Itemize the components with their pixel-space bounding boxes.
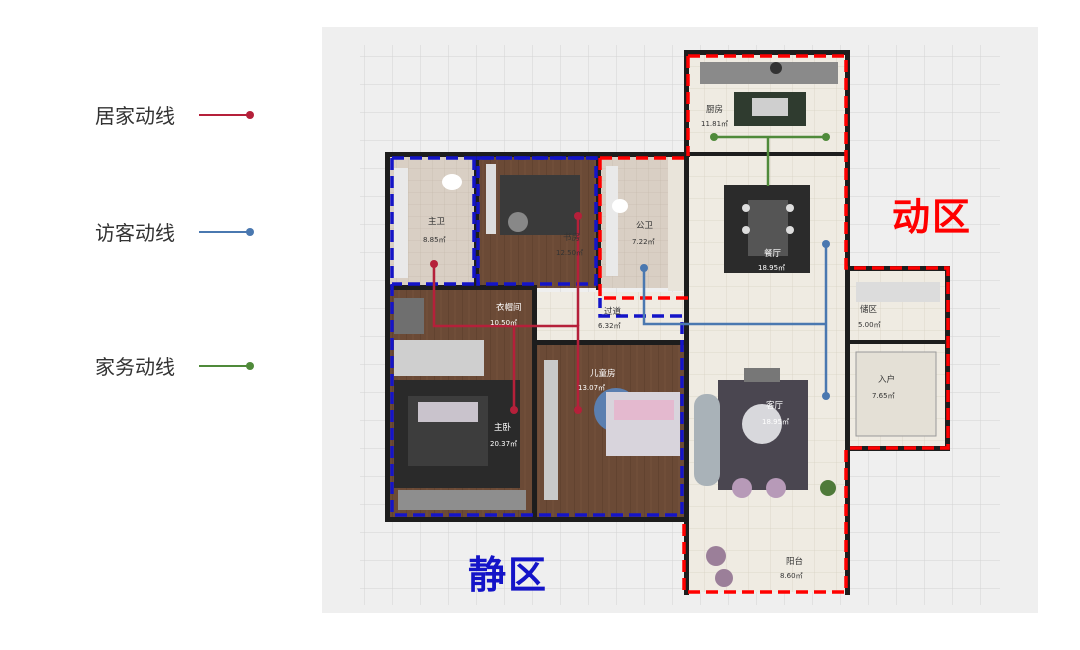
dining-table bbox=[748, 200, 788, 256]
room-area-kitchen: 11.81㎡ bbox=[701, 120, 728, 128]
wardrobe bbox=[394, 298, 424, 334]
legend-line-chores bbox=[199, 361, 254, 370]
wall bbox=[845, 50, 850, 522]
legend-item-home-route: 居家动线 bbox=[95, 100, 254, 129]
bookshelf bbox=[486, 164, 496, 234]
room-area-storage: 5.00㎡ bbox=[858, 321, 881, 329]
armchair bbox=[766, 478, 786, 498]
room-area-study: 12.50㎡ bbox=[556, 249, 583, 257]
route-dot bbox=[822, 240, 830, 248]
room-label-storage: 储区 bbox=[860, 304, 878, 315]
balcony-chair bbox=[715, 569, 733, 587]
dynamic-zone-outline bbox=[598, 54, 950, 594]
room-area-master-bath: 8.85㎡ bbox=[423, 236, 446, 244]
zone-outlines bbox=[390, 54, 950, 594]
bedroom-bench bbox=[398, 490, 526, 510]
kids-wardrobe bbox=[544, 360, 558, 500]
wall bbox=[536, 340, 686, 345]
wall bbox=[385, 152, 690, 157]
legend-item-visitor-route: 访客动线 bbox=[95, 217, 254, 246]
room-area-guest-bath: 7.22㎡ bbox=[632, 238, 655, 246]
sofa bbox=[694, 394, 720, 486]
wall bbox=[684, 152, 689, 522]
legend-line-visitor bbox=[199, 227, 254, 236]
route-dots bbox=[430, 133, 830, 414]
wall bbox=[845, 517, 850, 595]
study-zone-outline bbox=[476, 156, 598, 286]
static-zone-label: 静区 bbox=[468, 553, 549, 597]
route-dot bbox=[510, 406, 518, 414]
corridor-floor bbox=[536, 292, 686, 344]
floor-plan: 主卫 8.85㎡ 书房 12.50㎡ 公卫 7.22㎡ 厨房 11.81㎡ 餐厅… bbox=[322, 27, 1038, 613]
kitchen-counter bbox=[700, 62, 838, 84]
room-label-balcony: 阳台 bbox=[786, 556, 803, 567]
room-label-guest-bath: 公卫 bbox=[636, 221, 654, 231]
room-label-corridor: 过道 bbox=[604, 306, 622, 317]
room-label-entry: 入户 bbox=[878, 374, 895, 385]
dynamic-zone-label: 动区 bbox=[892, 195, 973, 239]
route-dot bbox=[640, 264, 648, 272]
armchair bbox=[732, 478, 752, 498]
room-label-study: 书房 bbox=[563, 232, 580, 243]
tv-console bbox=[744, 368, 780, 382]
legend-label: 访客动线 bbox=[95, 221, 175, 245]
coffee-table bbox=[742, 404, 782, 444]
storage-cabinet bbox=[856, 282, 940, 302]
room-area-balcony: 8.60㎡ bbox=[780, 572, 803, 580]
guest-toilet bbox=[612, 199, 628, 213]
study-chair bbox=[508, 212, 528, 232]
room-area-dining: 18.95㎡ bbox=[758, 264, 785, 272]
room-label-dining: 餐厅 bbox=[764, 249, 782, 259]
route-lines bbox=[432, 135, 828, 410]
closet-rack bbox=[394, 340, 484, 376]
room-labels: 主卫 8.85㎡ 书房 12.50㎡ 公卫 7.22㎡ 厨房 11.81㎡ 餐厅… bbox=[423, 104, 895, 580]
room-label-cloakroom: 衣帽间 bbox=[496, 302, 522, 313]
toilet bbox=[442, 174, 462, 190]
kitchen-sink bbox=[752, 98, 788, 116]
guest-vanity bbox=[606, 166, 618, 276]
stove-burner bbox=[770, 62, 782, 74]
room-label-kitchen: 厨房 bbox=[706, 104, 723, 115]
legend-label: 家务动线 bbox=[95, 355, 175, 379]
furniture bbox=[394, 62, 940, 587]
room-area-master-bedroom: 20.37㎡ bbox=[490, 440, 517, 448]
room-label-kids-room: 儿童房 bbox=[590, 368, 616, 379]
room-area-cloakroom: 10.50㎡ bbox=[490, 319, 517, 327]
legend-dot bbox=[246, 227, 254, 236]
route-dot bbox=[822, 392, 830, 400]
visitor-route-1 bbox=[642, 268, 826, 326]
room-label-master-bath: 主卫 bbox=[428, 216, 446, 227]
plant bbox=[820, 480, 836, 496]
wall bbox=[385, 285, 535, 290]
room-area-entry: 7.65㎡ bbox=[872, 392, 895, 400]
route-dot bbox=[574, 212, 582, 220]
kids-bedding bbox=[614, 400, 674, 420]
room-label-living: 客厅 bbox=[766, 400, 784, 411]
wall bbox=[532, 285, 537, 522]
route-dot bbox=[430, 260, 438, 268]
legend-label: 居家动线 bbox=[95, 104, 175, 128]
legend-item-chores-route: 家务动线 bbox=[95, 351, 254, 380]
route-dot bbox=[822, 133, 830, 141]
legend-dot bbox=[246, 110, 254, 119]
wall bbox=[848, 340, 948, 344]
room-area-living: 18.95㎡ bbox=[762, 418, 789, 426]
room-area-corridor: 6.32㎡ bbox=[598, 322, 621, 330]
legend-dot bbox=[246, 361, 254, 370]
legend-line-home bbox=[199, 110, 254, 119]
pillows bbox=[418, 402, 478, 422]
wall bbox=[684, 517, 689, 595]
home-route-1 bbox=[432, 264, 516, 410]
wall bbox=[385, 152, 390, 522]
room-area-kids-room: 13.07㎡ bbox=[578, 384, 605, 392]
hall-strip-floor bbox=[668, 156, 688, 291]
vanity bbox=[394, 168, 408, 278]
entry-mat bbox=[855, 351, 937, 437]
room-label-master-bedroom: 主卧 bbox=[494, 422, 512, 433]
route-dot bbox=[710, 133, 718, 141]
route-dot bbox=[574, 406, 582, 414]
balcony-chair bbox=[706, 546, 726, 566]
wall bbox=[684, 50, 850, 55]
